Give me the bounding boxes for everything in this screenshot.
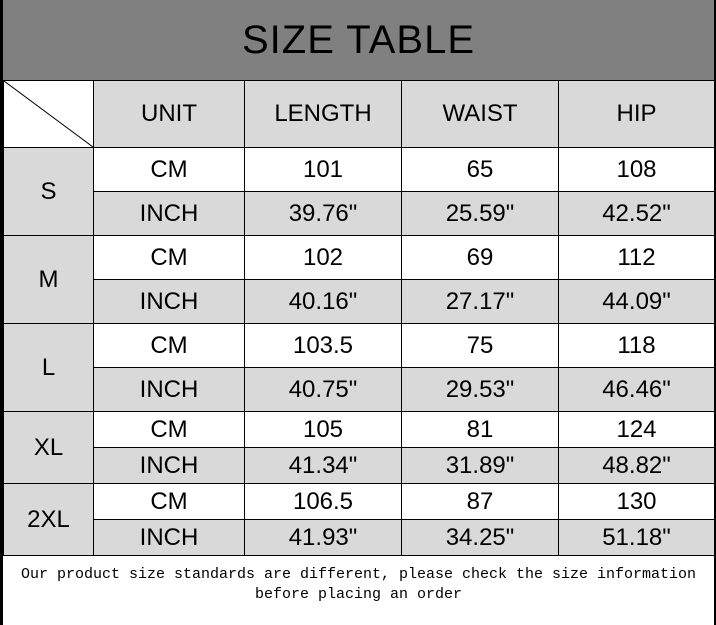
cell-hip: 124 [558,411,715,448]
table-row: INCH 41.93" 34.25" 51.18" [4,519,715,556]
cell-waist: 25.59" [401,191,559,236]
cell-waist: 34.25" [401,519,559,556]
cell-hip: 42.52" [558,191,715,236]
cell-hip: 130 [558,483,715,520]
header-hip: HIP [558,80,715,148]
cell-waist: 65 [401,147,559,192]
cell-hip: 108 [558,147,715,192]
cell-unit: INCH [93,367,245,412]
cell-unit: INCH [93,519,245,556]
table-row: S CM 101 65 108 [3,147,715,236]
cell-unit: INCH [93,191,245,236]
cell-waist: 75 [401,323,559,368]
cell-unit: INCH [93,447,245,484]
footer-line-2: before placing an order [254,586,463,603]
cell-length: 40.16" [244,279,402,324]
cell-hip: 48.82" [558,447,715,484]
page-title: SIZE TABLE [3,0,714,80]
cell-hip: 46.46" [558,367,715,412]
cell-waist: 81 [401,411,559,448]
header-length: LENGTH [244,80,402,148]
cell-length: 41.34" [244,447,402,484]
size-label: L [3,323,94,412]
size-label: M [3,235,94,324]
table-row: 2XL CM 106.5 87 130 [3,483,715,556]
size-table: UNIT LENGTH WAIST HIP S CM 101 65 108 INCH 39.… [3,80,715,556]
cell-length: 106.5 [244,483,402,520]
cell-length: 39.76" [244,191,402,236]
cell-hip: 51.18" [558,519,715,556]
cell-length: 101 [244,147,402,192]
size-label: XL [3,411,94,484]
table-row: INCH 41.34" 31.89" 48.82" [4,447,715,484]
table-row: INCH 40.16" 27.17" 44.09" [4,279,715,324]
cell-unit: CM [93,147,245,192]
cell-length: 41.93" [244,519,402,556]
cell-waist: 87 [401,483,559,520]
cell-length: 103.5 [244,323,402,368]
footer-line-1: Our product size standards are different… [20,566,697,583]
cell-waist: 69 [401,235,559,280]
cell-hip: 44.09" [558,279,715,324]
cell-hip: 112 [558,235,715,280]
size-label: 2XL [3,483,94,556]
header-waist: WAIST [401,80,559,148]
cell-waist: 29.53" [401,367,559,412]
cell-unit: CM [93,483,245,520]
cell-hip: 118 [558,323,715,368]
table-row: L CM 103.5 75 118 [3,323,715,412]
cell-unit: CM [93,323,245,368]
table-row: INCH 39.76" 25.59" 42.52" [4,191,715,236]
cell-waist: 27.17" [401,279,559,324]
header-row: UNIT LENGTH WAIST HIP [3,80,715,148]
table-row: M CM 102 69 112 [3,235,715,324]
cell-unit: INCH [93,279,245,324]
cell-length: 102 [244,235,402,280]
cell-length: 40.75" [244,367,402,412]
size-label: S [3,147,94,236]
cell-unit: CM [93,235,245,280]
corner-cell [3,80,94,148]
cell-length: 105 [244,411,402,448]
table-row: INCH 40.75" 29.53" 46.46" [4,367,715,412]
table-row: XL CM 105 81 124 [3,411,715,484]
footer-note: Our product size standards are different… [3,556,714,605]
header-unit: UNIT [93,80,245,148]
cell-unit: CM [93,411,245,448]
cell-waist: 31.89" [401,447,559,484]
